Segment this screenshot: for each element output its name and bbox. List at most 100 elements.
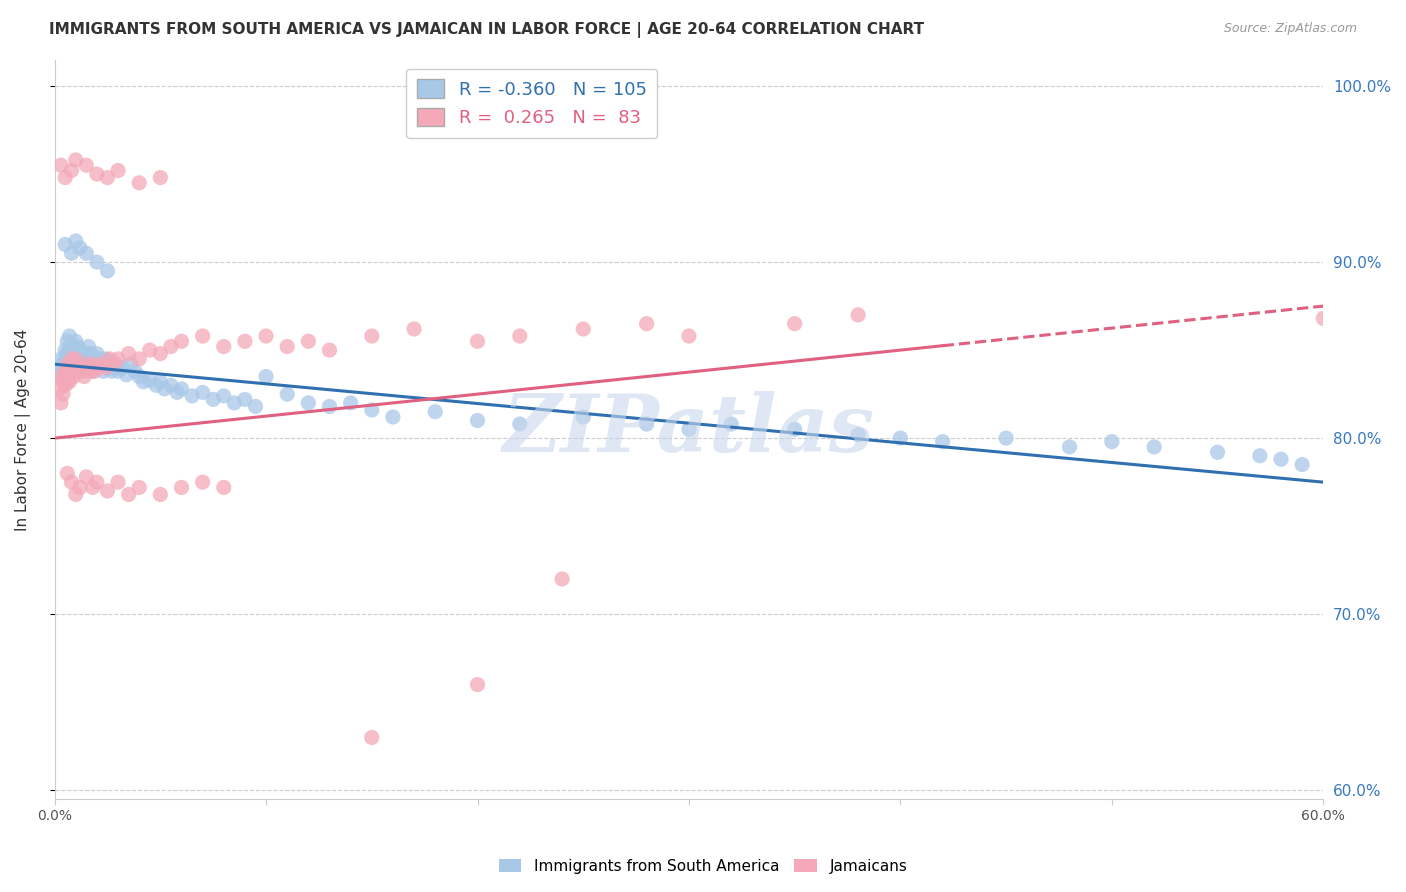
Point	[94, 351, 117, 366]
Point	[90, 357, 112, 371]
Point	[191, 385, 214, 400]
Point	[149, 375, 172, 389]
Point	[1143, 440, 1166, 454]
Point	[66, 360, 89, 375]
Point	[87, 351, 110, 366]
Point	[49, 369, 72, 384]
Point	[53, 364, 76, 378]
Point	[149, 170, 172, 185]
Point	[49, 396, 72, 410]
Point	[56, 467, 79, 481]
Point	[96, 483, 118, 498]
Point	[254, 329, 277, 343]
Legend: R = -0.360   N = 105, R =  0.265   N =  83: R = -0.360 N = 105, R = 0.265 N = 83	[406, 69, 658, 138]
Text: IMMIGRANTS FROM SOUTH AMERICA VS JAMAICAN IN LABOR FORCE | AGE 20-64 CORRELATION: IMMIGRANTS FROM SOUTH AMERICA VS JAMAICA…	[49, 22, 924, 38]
Point	[931, 434, 953, 449]
Legend: Immigrants from South America, Jamaicans: Immigrants from South America, Jamaicans	[492, 853, 914, 880]
Point	[103, 360, 125, 375]
Point	[62, 357, 84, 371]
Point	[360, 731, 382, 745]
Point	[75, 360, 97, 375]
Point	[128, 176, 150, 190]
Point	[60, 475, 83, 490]
Point	[65, 351, 87, 366]
Point	[233, 334, 256, 349]
Point	[65, 364, 87, 378]
Point	[73, 369, 96, 384]
Point	[1059, 440, 1081, 454]
Point	[139, 343, 162, 357]
Point	[82, 357, 104, 371]
Point	[69, 364, 91, 378]
Point	[48, 360, 70, 375]
Y-axis label: In Labor Force | Age 20-64: In Labor Force | Age 20-64	[15, 328, 31, 531]
Point	[49, 351, 72, 366]
Point	[995, 431, 1018, 445]
Point	[233, 392, 256, 407]
Point	[52, 357, 75, 371]
Point	[783, 422, 806, 436]
Point	[212, 480, 235, 494]
Point	[145, 378, 167, 392]
Point	[132, 375, 155, 389]
Point	[1312, 311, 1334, 326]
Point	[509, 329, 531, 343]
Point	[86, 475, 108, 490]
Point	[678, 422, 700, 436]
Point	[53, 237, 76, 252]
Point	[104, 357, 127, 371]
Point	[56, 346, 79, 360]
Point	[49, 158, 72, 172]
Point	[94, 360, 117, 375]
Point	[139, 373, 162, 387]
Point	[77, 340, 100, 354]
Point	[60, 351, 83, 366]
Point	[58, 343, 80, 357]
Point	[86, 346, 108, 360]
Point	[56, 360, 79, 375]
Point	[153, 382, 176, 396]
Point	[96, 264, 118, 278]
Point	[115, 368, 138, 382]
Point	[90, 357, 112, 371]
Point	[91, 364, 114, 378]
Point	[98, 355, 121, 369]
Point	[720, 417, 742, 431]
Point	[1206, 445, 1229, 459]
Point	[117, 346, 139, 360]
Point	[636, 417, 658, 431]
Text: Source: ZipAtlas.com: Source: ZipAtlas.com	[1223, 22, 1357, 36]
Point	[65, 234, 87, 248]
Point	[77, 360, 100, 375]
Text: ZIPatlas: ZIPatlas	[503, 391, 875, 468]
Point	[75, 246, 97, 260]
Point	[636, 317, 658, 331]
Point	[846, 427, 869, 442]
Point	[79, 364, 101, 378]
Point	[60, 163, 83, 178]
Point	[149, 487, 172, 501]
Point	[49, 369, 72, 384]
Point	[170, 382, 193, 396]
Point	[96, 170, 118, 185]
Point	[509, 417, 531, 431]
Point	[82, 351, 104, 366]
Point	[100, 364, 122, 378]
Point	[170, 334, 193, 349]
Point	[83, 364, 105, 378]
Point	[60, 364, 83, 378]
Point	[62, 360, 84, 375]
Point	[107, 351, 129, 366]
Point	[79, 346, 101, 360]
Point	[56, 334, 79, 349]
Point	[66, 340, 89, 354]
Point	[62, 369, 84, 384]
Point	[75, 346, 97, 360]
Point	[360, 403, 382, 417]
Point	[56, 357, 79, 371]
Point	[117, 487, 139, 501]
Point	[212, 389, 235, 403]
Point	[318, 400, 340, 414]
Point	[58, 360, 80, 375]
Point	[65, 153, 87, 167]
